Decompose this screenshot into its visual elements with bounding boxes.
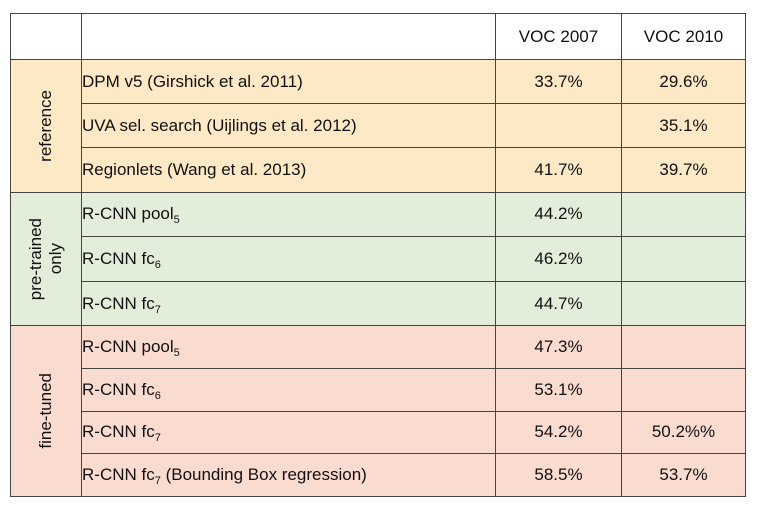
method-cell: DPM v5 (Girshick et al. 2011) xyxy=(81,59,496,105)
voc2010-cell: 29.6% xyxy=(621,59,746,105)
group-label-fine-tuned: fine-tuned xyxy=(10,325,82,497)
voc2007-cell: 47.3% xyxy=(495,325,622,370)
table-row: R-CNN fc6 46.2% xyxy=(11,236,746,282)
header-voc2010: VOC 2010 xyxy=(621,12,746,61)
group-label-pre-trained: pre-trained only xyxy=(10,191,82,327)
voc2007-cell: 54.2% xyxy=(495,410,622,455)
voc2010-cell xyxy=(621,236,746,282)
voc2007-cell: 44.2% xyxy=(495,191,622,238)
method-cell: R-CNN fc7 xyxy=(81,410,496,455)
method-cell: R-CNN fc6 xyxy=(81,368,496,412)
header-empty-group xyxy=(10,12,82,61)
method-cell: R-CNN fc7 xyxy=(81,280,496,327)
header-row: VOC 2007 VOC 2010 xyxy=(10,12,746,61)
voc2010-cell xyxy=(621,325,746,370)
results-table: VOC 2007 VOC 2010 reference DPM v5 (Girs… xyxy=(10,12,746,497)
table-row: R-CNN fc7 (Bounding Box regression) 58.5… xyxy=(11,453,746,497)
group-label-text: reference xyxy=(36,89,55,162)
table-row: R-CNN fc6 53.1% xyxy=(11,368,746,412)
header-voc2007: VOC 2007 xyxy=(495,12,622,61)
voc2007-cell: 53.1% xyxy=(495,368,622,412)
voc2010-cell xyxy=(621,191,746,238)
method-cell: R-CNN pool5 xyxy=(81,325,496,370)
voc2010-cell: 53.7% xyxy=(621,453,746,497)
voc2007-cell xyxy=(495,103,622,149)
table-row: Regionlets (Wang et al. 2013) 41.7% 39.7… xyxy=(11,147,746,193)
table-row: R-CNN fc7 54.2% 50.2%% xyxy=(11,410,746,455)
table-row: R-CNN fc7 44.7% xyxy=(11,280,746,327)
voc2007-cell-best: 58.5% xyxy=(495,453,622,497)
header-empty-method xyxy=(81,12,496,61)
table-row: reference DPM v5 (Girshick et al. 2011) … xyxy=(10,59,746,193)
voc2010-cell: 50.2%% xyxy=(621,410,746,455)
group-label-text: pre-trained only xyxy=(26,217,65,301)
voc2007-cell: 46.2% xyxy=(495,236,622,282)
group-label-reference: reference xyxy=(10,59,82,193)
voc2007-cell: 41.7% xyxy=(495,147,622,193)
voc2010-cell xyxy=(621,280,746,327)
voc2010-cell: 39.7% xyxy=(621,147,746,193)
voc2010-cell: 35.1% xyxy=(621,103,746,149)
method-cell: UVA sel. search (Uijlings et al. 2012) xyxy=(81,103,496,149)
method-cell: Regionlets (Wang et al. 2013) xyxy=(81,147,496,193)
method-cell: R-CNN fc7 (Bounding Box regression) xyxy=(81,453,496,497)
method-cell: R-CNN fc6 xyxy=(81,236,496,282)
voc2010-cell xyxy=(621,368,746,412)
method-cell: R-CNN pool5 xyxy=(81,191,496,238)
table-row: UVA sel. search (Uijlings et al. 2012) 3… xyxy=(11,103,746,149)
voc2007-cell: 33.7% xyxy=(495,59,622,105)
table-row: pre-trained only R-CNN pool5 44.2% xyxy=(10,191,746,327)
table-row: fine-tuned R-CNN pool5 47.3% xyxy=(10,325,746,497)
voc2007-cell: 44.7% xyxy=(495,280,622,327)
group-label-text: fine-tuned xyxy=(36,373,55,449)
